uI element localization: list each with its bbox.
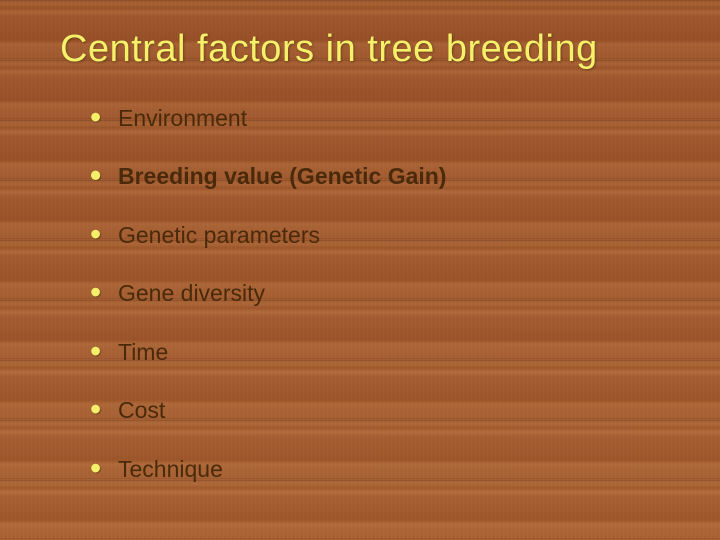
bullet-item: Gene diversity	[90, 280, 660, 306]
bullet-item: Time	[90, 339, 660, 365]
slide-container: Central factors in tree breeding Environ…	[0, 0, 720, 540]
bullet-item: Breeding value (Genetic Gain)	[90, 163, 660, 189]
bullet-item: Genetic parameters	[90, 222, 660, 248]
slide-title: Central factors in tree breeding	[60, 28, 660, 71]
bullet-item: Cost	[90, 397, 660, 423]
bullet-item: Environment	[90, 105, 660, 131]
bullet-item: Technique	[90, 456, 660, 482]
bullet-list: Environment Breeding value (Genetic Gain…	[60, 105, 660, 482]
